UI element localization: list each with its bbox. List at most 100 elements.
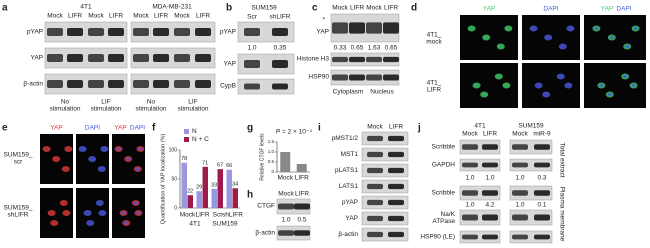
blot-band bbox=[153, 80, 169, 88]
x-tick-label: LIFR bbox=[295, 175, 309, 182]
quant: 1.0 bbox=[515, 175, 524, 182]
cell bbox=[534, 82, 543, 89]
lane-label: LIFR bbox=[68, 13, 82, 20]
blot-band bbox=[88, 54, 104, 62]
blot-band bbox=[367, 183, 383, 190]
blot-band bbox=[388, 199, 404, 206]
lane-label: Mock bbox=[366, 5, 382, 12]
blot bbox=[44, 47, 128, 69]
blot-band bbox=[244, 83, 260, 90]
lane-label: LIFR bbox=[384, 5, 398, 12]
blot-label: LATS1 bbox=[339, 183, 359, 190]
bar bbox=[280, 152, 291, 172]
marker: * bbox=[322, 17, 325, 24]
cell bbox=[564, 82, 573, 89]
cell bbox=[88, 156, 97, 162]
x-tick-label: Mock bbox=[180, 212, 196, 219]
row-label: mock bbox=[426, 39, 442, 46]
blot-band bbox=[332, 56, 348, 63]
title: SUM159 bbox=[251, 5, 277, 12]
cell bbox=[86, 220, 95, 226]
blot bbox=[509, 230, 553, 244]
row-label: SUM159_ bbox=[4, 205, 33, 212]
row-label: LIFR bbox=[427, 87, 441, 94]
row-label: scr bbox=[14, 159, 24, 166]
condition: stimulation bbox=[90, 106, 121, 113]
row-label: 4T1_ bbox=[427, 32, 442, 39]
bar bbox=[187, 195, 193, 208]
y-tick-label: 0 bbox=[174, 205, 177, 211]
blot-band bbox=[512, 190, 528, 196]
blot-label: HSP90 (LE) bbox=[420, 234, 455, 241]
blot bbox=[459, 185, 501, 201]
condition: stimulation bbox=[177, 106, 208, 113]
legend-swatch bbox=[184, 129, 189, 134]
column-label: DAPI bbox=[616, 6, 631, 13]
cell bbox=[64, 146, 73, 152]
panel-label: e bbox=[2, 123, 8, 134]
panel-label: c bbox=[312, 3, 318, 14]
nucleus bbox=[133, 201, 138, 205]
x-tick-label: LIFR bbox=[195, 212, 209, 219]
blot-band bbox=[366, 56, 382, 63]
panel-label: g bbox=[247, 123, 253, 134]
lane-label: LIFR bbox=[389, 124, 403, 131]
blot-label: GAPDH bbox=[432, 162, 455, 169]
bar bbox=[217, 169, 223, 208]
blot-band bbox=[366, 22, 382, 34]
blot-band bbox=[534, 162, 550, 168]
cell bbox=[504, 25, 513, 32]
lane-label: Mock bbox=[278, 191, 294, 198]
value-label: 34 bbox=[232, 182, 238, 188]
blot-band bbox=[244, 60, 260, 68]
panel-label: d bbox=[411, 3, 417, 14]
blot bbox=[509, 139, 553, 155]
cell bbox=[556, 73, 565, 80]
quant: 0.5 bbox=[297, 217, 306, 224]
bar bbox=[296, 164, 307, 172]
value-label: 29 bbox=[196, 185, 202, 191]
cell bbox=[47, 210, 56, 216]
cell bbox=[59, 200, 68, 206]
lane-label: Mock bbox=[88, 13, 104, 20]
lane-label: shLIFR bbox=[270, 14, 291, 21]
lane-label: Mock bbox=[367, 124, 383, 131]
blot-band bbox=[534, 214, 550, 221]
blot bbox=[130, 21, 216, 43]
blot bbox=[44, 73, 128, 95]
nucleus bbox=[136, 211, 141, 215]
blot-band bbox=[482, 234, 498, 240]
blot-band bbox=[367, 135, 383, 142]
y-tick-label: 0 bbox=[271, 169, 274, 174]
y-tick-label: 1.0 bbox=[268, 149, 275, 154]
value-label: 22 bbox=[187, 189, 193, 195]
blot-label: pYAP bbox=[220, 29, 236, 36]
blot bbox=[361, 163, 409, 178]
blot-label: YAP bbox=[30, 55, 43, 62]
blot-band bbox=[47, 80, 63, 88]
cell bbox=[496, 43, 505, 50]
cell bbox=[61, 166, 70, 172]
blot-band bbox=[512, 144, 528, 150]
blot-band bbox=[367, 167, 383, 174]
cell bbox=[95, 200, 104, 206]
blot bbox=[44, 21, 128, 43]
nucleus bbox=[625, 44, 630, 49]
condition: LIF bbox=[101, 99, 110, 106]
cell bbox=[42, 146, 51, 152]
y-tick-label: 0.5 bbox=[268, 159, 275, 164]
side-label: Total extract bbox=[558, 142, 565, 177]
cell-line: SUM159 bbox=[518, 123, 544, 130]
quant: 0.1 bbox=[537, 202, 546, 209]
blot-band bbox=[272, 83, 288, 90]
panel-label: h bbox=[247, 190, 253, 201]
blot-band bbox=[388, 183, 404, 190]
cell bbox=[529, 25, 538, 32]
blot-band bbox=[272, 60, 288, 68]
cell bbox=[50, 220, 59, 226]
legend-label: N bbox=[192, 128, 197, 135]
lane-label: LIFR bbox=[109, 13, 123, 20]
blot-band bbox=[244, 28, 260, 36]
blot bbox=[509, 185, 553, 201]
legend-swatch bbox=[184, 137, 189, 142]
